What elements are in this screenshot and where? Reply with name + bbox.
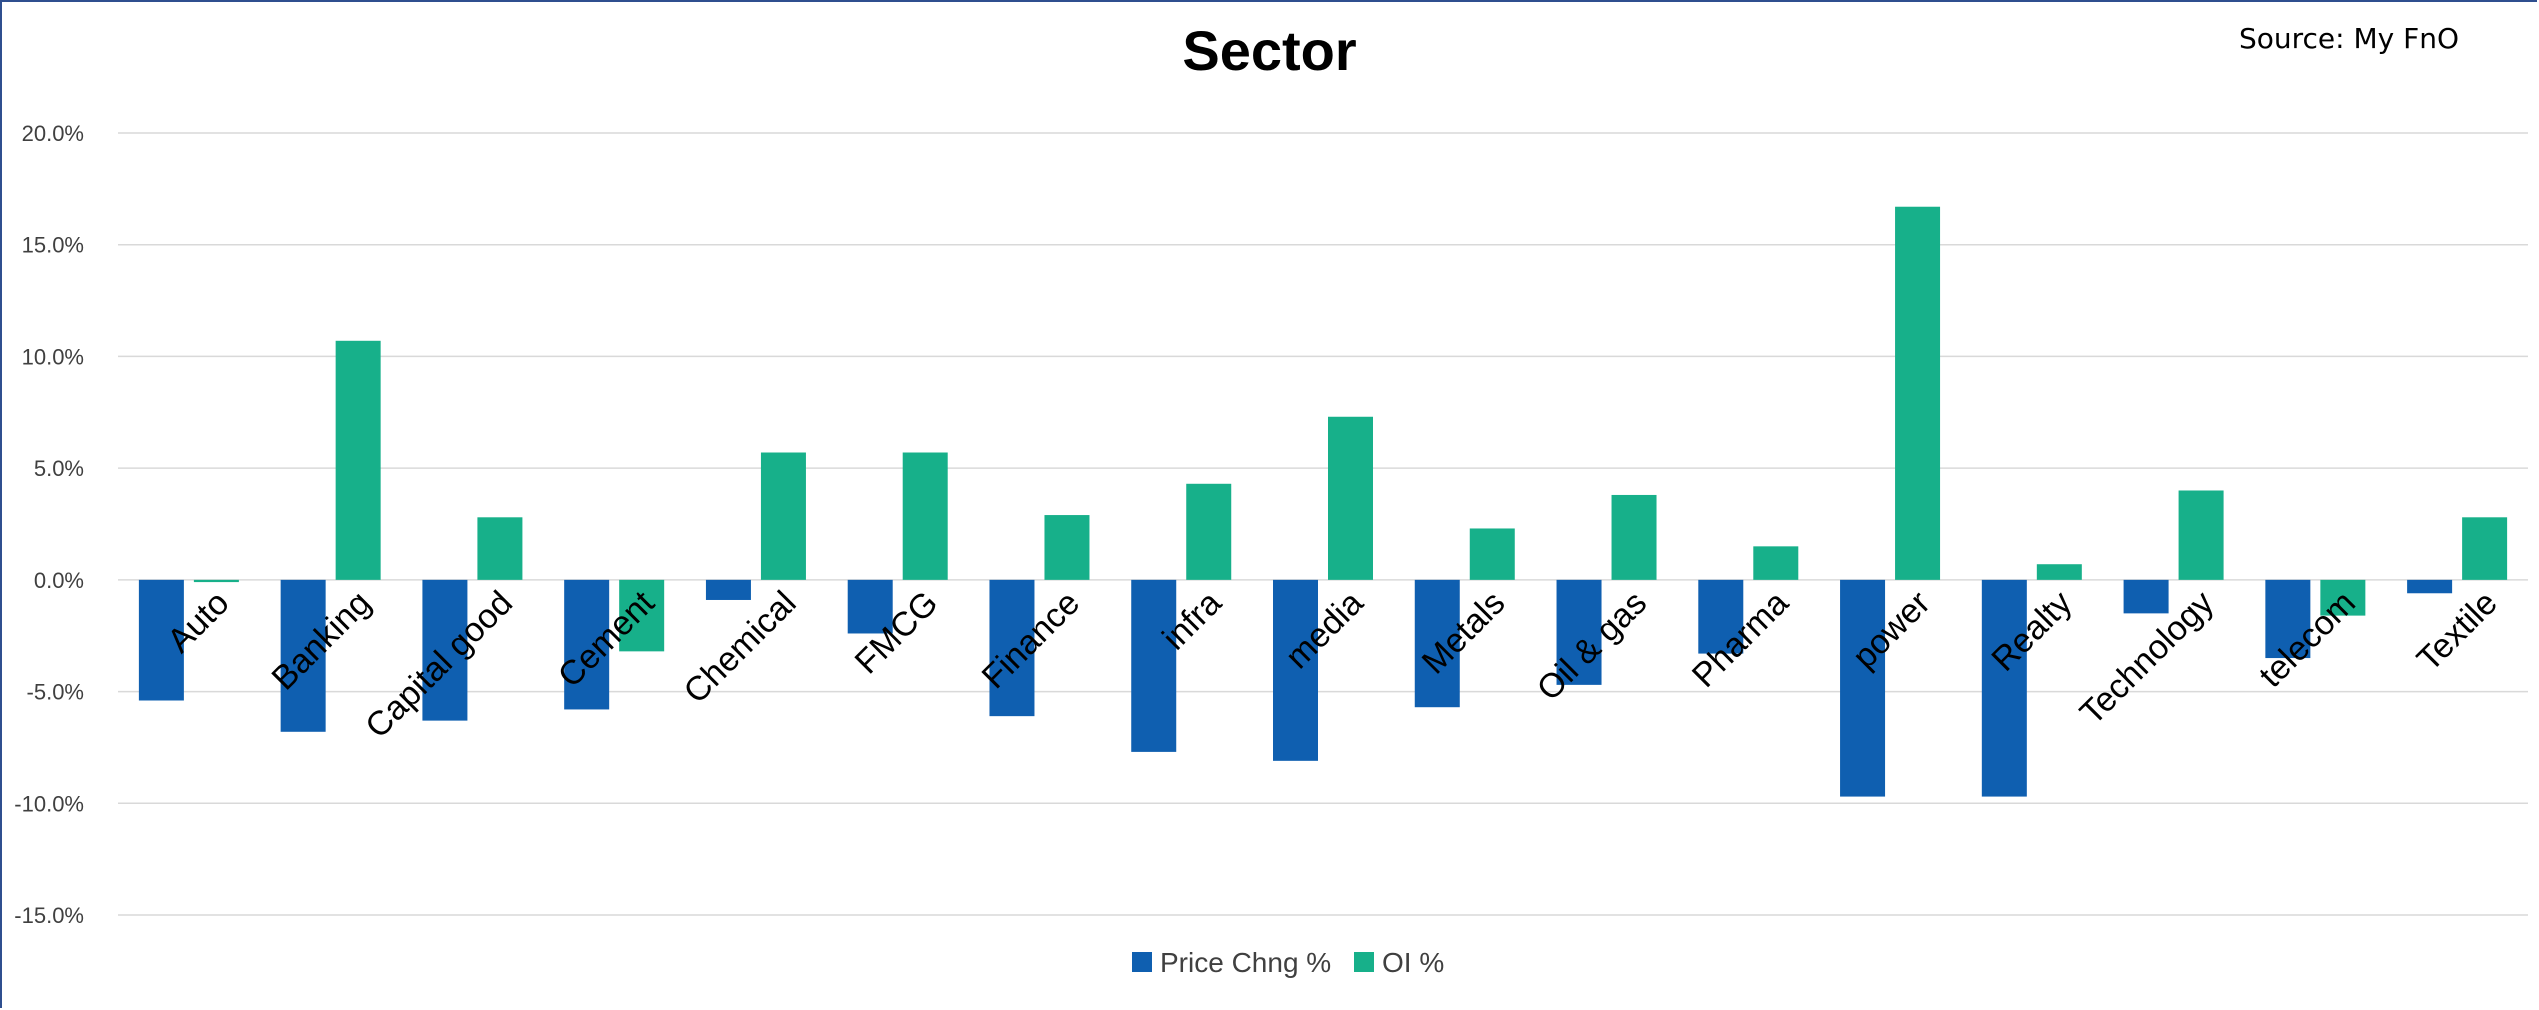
y-tick-label: -5.0%: [27, 680, 84, 705]
bar-price-chng: [989, 579, 1035, 717]
bar-price-chng: [280, 579, 326, 732]
y-tick-label: 5.0%: [34, 456, 84, 481]
bar-oi: [1328, 416, 1373, 580]
bar-oi: [760, 452, 806, 580]
y-tick-label: -15.0%: [14, 903, 84, 928]
y-tick-label: 0.0%: [34, 568, 84, 593]
bar-oi: [193, 579, 239, 583]
bar-price-chng: [1273, 579, 1318, 761]
bar-oi: [1469, 528, 1515, 580]
bar-price-chng: [564, 579, 610, 710]
bar-price-chng: [1556, 579, 1602, 685]
bar-oi: [2178, 490, 2224, 580]
bar-oi: [2036, 564, 2082, 580]
bar-price-chng: [2265, 579, 2311, 659]
bar-price-chng: [1981, 579, 2027, 797]
bar-oi: [1186, 483, 1232, 580]
bar-oi: [2320, 579, 2366, 616]
bar-oi: [619, 579, 665, 652]
y-axis-ticks: 20.0% 15.0% 10.0% 5.0% 0.0% -5.0% -10.0% -15.0%: [14, 121, 84, 928]
bar-price-chng: [1698, 579, 1744, 654]
bar-price-chng: [2407, 579, 2453, 594]
legend-label: OI %: [1382, 947, 1444, 978]
category-label: Textile: [2410, 584, 2505, 679]
bar-oi: [335, 340, 381, 580]
bar-price-chng: [705, 579, 751, 600]
y-tick-label: -10.0%: [14, 791, 84, 816]
bar-price-chng: [1414, 579, 1460, 708]
y-tick-label: 15.0%: [22, 233, 84, 258]
source-label: Source: My FnO: [2238, 22, 2459, 55]
bar-price-chng: [1840, 579, 1886, 797]
bar-oi: [1895, 206, 1941, 580]
bar-oi: [1611, 494, 1657, 580]
bar-oi: [477, 517, 523, 580]
bar-oi: [2462, 517, 2508, 580]
bars: [138, 206, 2508, 797]
legend-swatch: [1354, 952, 1374, 972]
chart-title: Sector: [1182, 19, 1357, 82]
bar-price-chng: [1131, 579, 1177, 752]
legend-swatch: [1132, 952, 1152, 972]
bar-price-chng: [2123, 579, 2169, 614]
bar-price-chng: [847, 579, 893, 634]
bar-oi: [902, 452, 948, 580]
bar-oi: [1753, 546, 1799, 580]
legend-label: Price Chng %: [1160, 947, 1331, 978]
y-tick-label: 20.0%: [22, 121, 84, 146]
bar-oi: [1044, 515, 1090, 580]
bar-price-chng: [422, 579, 468, 721]
legend: Price Chng % OI %: [1132, 947, 1444, 978]
y-tick-label: 10.0%: [22, 344, 84, 369]
bar-price-chng: [138, 579, 184, 701]
